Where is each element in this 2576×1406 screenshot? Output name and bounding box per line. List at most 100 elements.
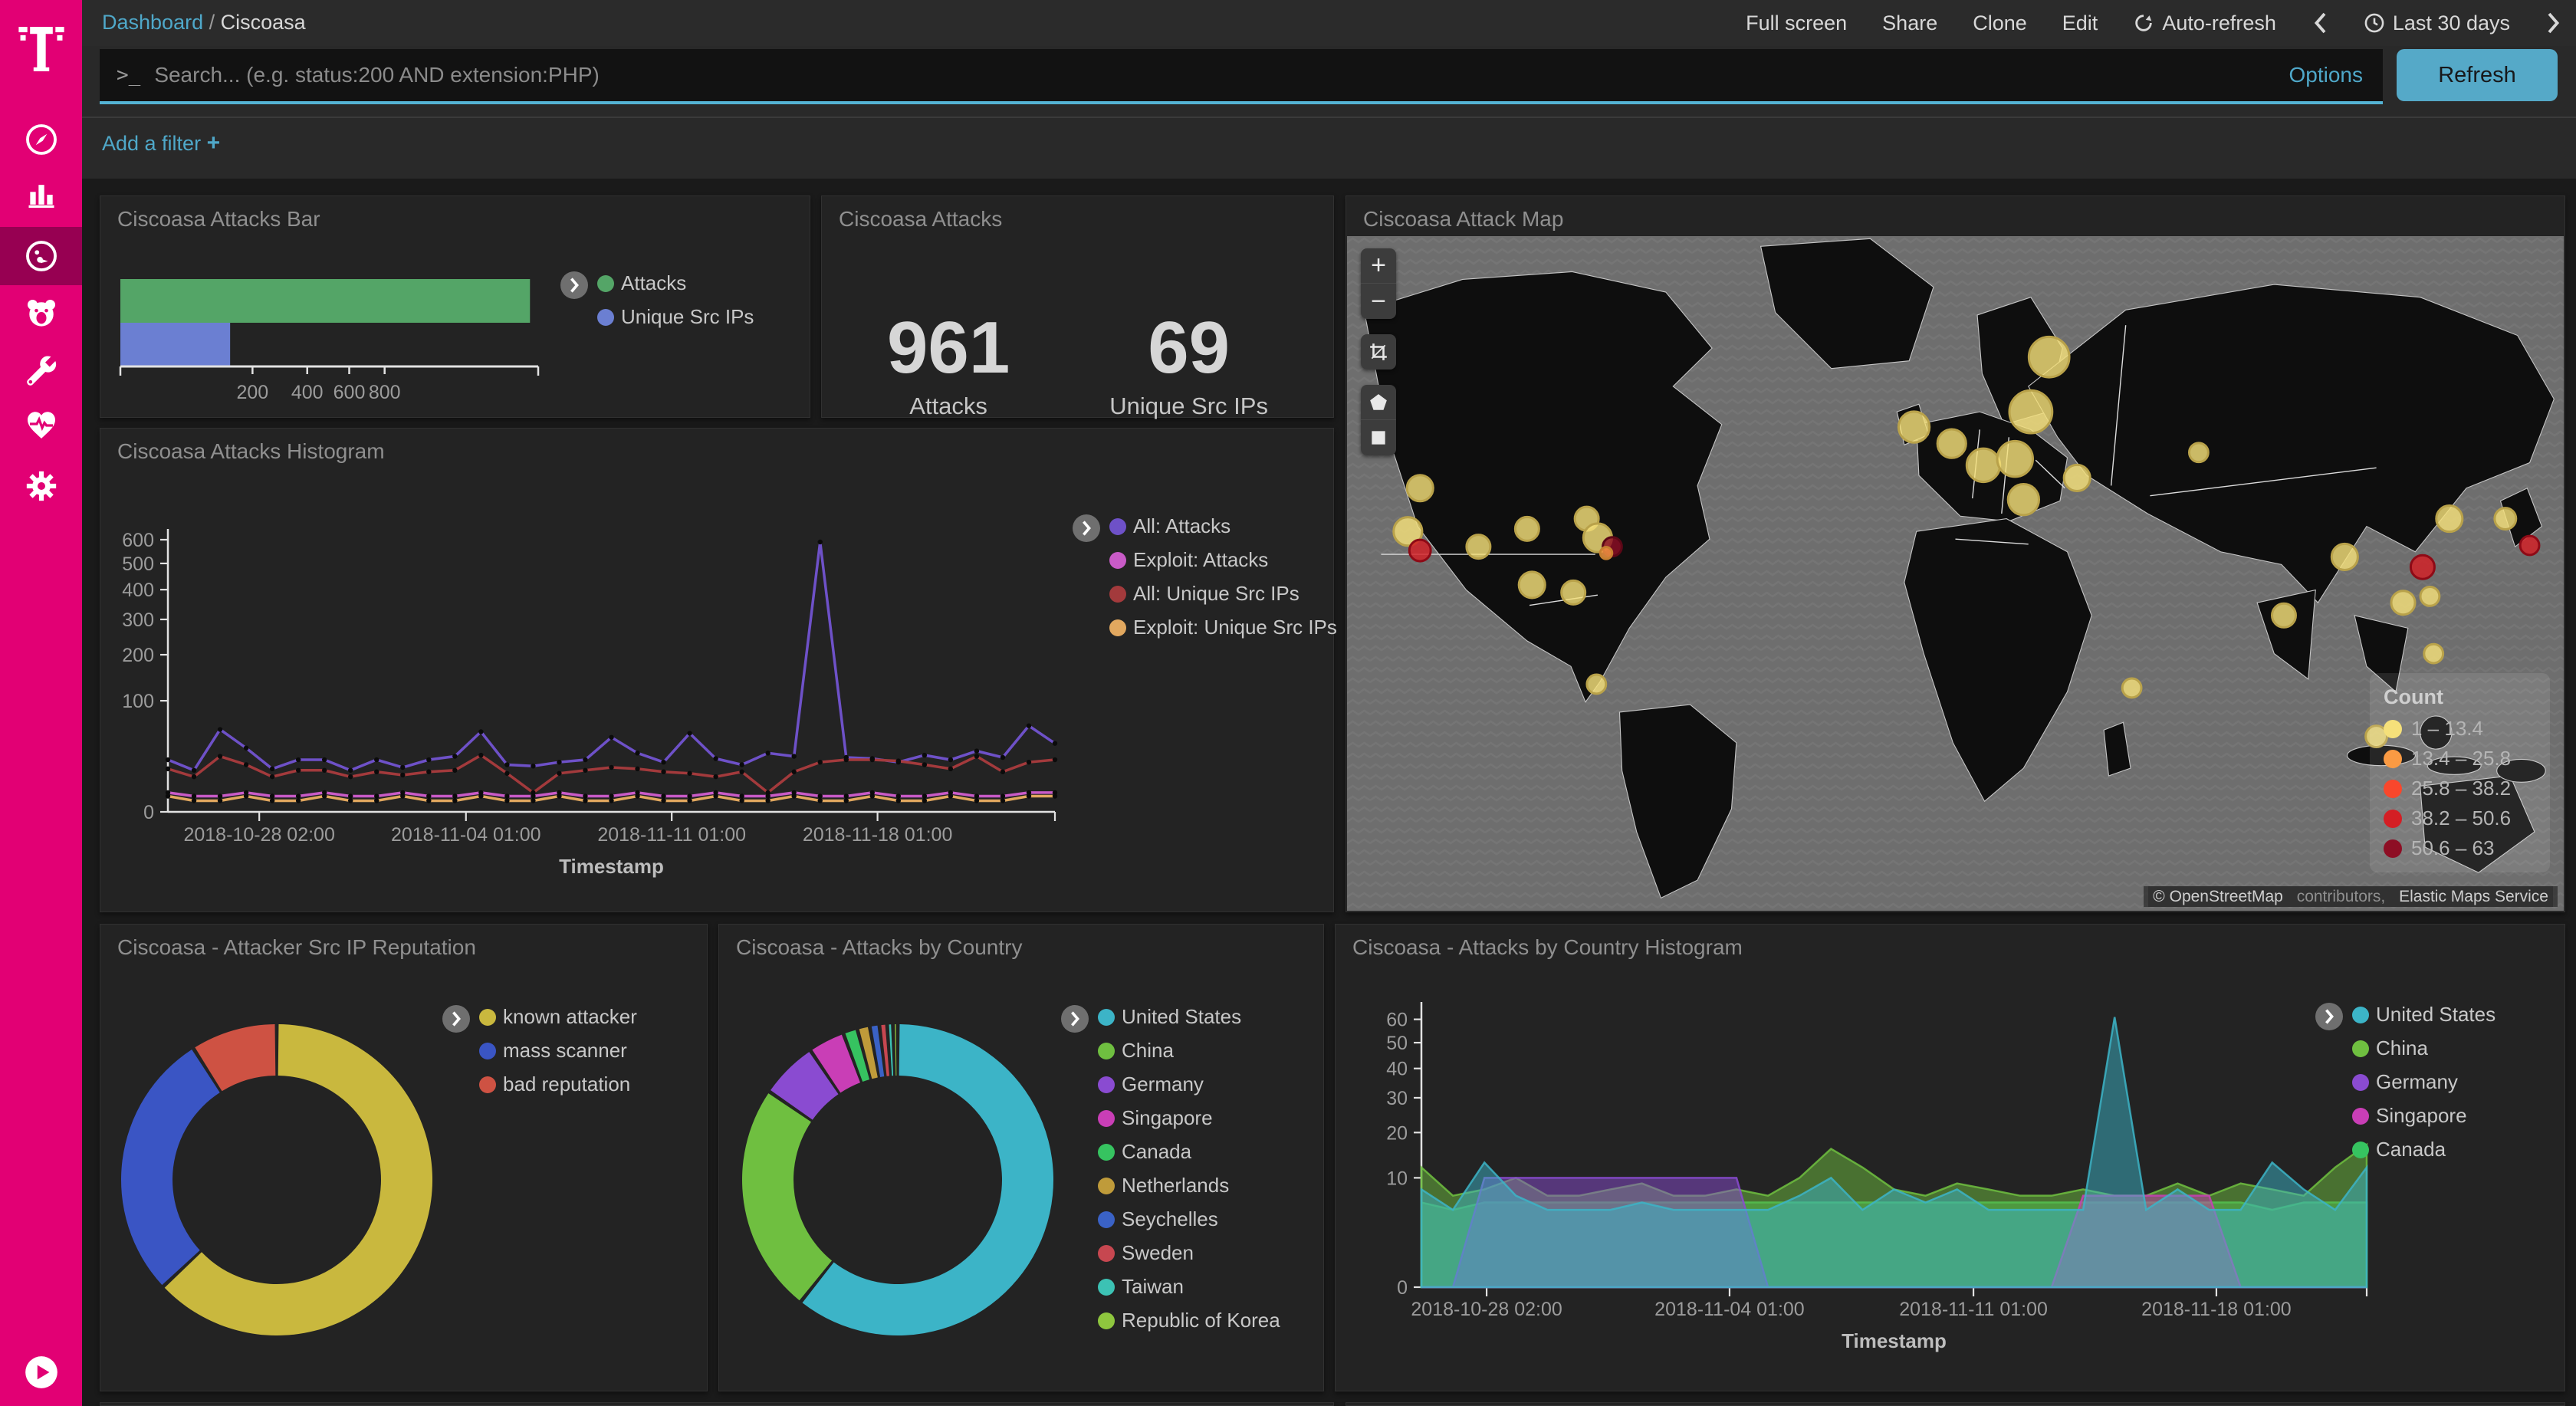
legend-item[interactable]: Seychelles [1098, 1207, 1280, 1231]
country-histogram-chart[interactable]: 0 10 20 30 40 50 60 2018-10-28 02:00 2018-11-04 … [1336, 925, 2564, 1391]
svg-text:50: 50 [1386, 1033, 1408, 1054]
map-zoom-in-button[interactable]: + [1361, 248, 1396, 284]
legend-item[interactable]: China [1098, 1039, 1280, 1063]
bucket-range-label: 25.8 – 38.2 [2411, 777, 2512, 800]
legend-toggle-icon[interactable] [442, 1005, 470, 1033]
attacks-bar-legend: Attacks Unique Src IPs [560, 271, 754, 329]
search-input[interactable] [154, 63, 2289, 87]
legend-item[interactable]: known attacker [479, 1005, 637, 1029]
legend-item[interactable]: Canada [2352, 1138, 2496, 1161]
metric-attacks: 961 Attacks [887, 311, 1010, 420]
query-options-link[interactable]: Options [2288, 63, 2364, 87]
reputation-legend: known attacker mass scanner bad reputation [442, 1005, 637, 1096]
legend-label: Germany [2376, 1070, 2458, 1093]
clone-button[interactable]: Clone [1973, 11, 2027, 34]
full-screen-button[interactable]: Full screen [1746, 11, 1848, 34]
legend-item[interactable]: Germany [1098, 1073, 1280, 1096]
heartbeat-icon [27, 412, 55, 439]
legend-item[interactable]: Singapore [1098, 1106, 1280, 1130]
legend-item[interactable]: All: Attacks [1109, 514, 1337, 538]
map-draw-rectangle-button[interactable] [1361, 420, 1396, 455]
attack-map[interactable]: + − [1347, 236, 2564, 911]
legend-item[interactable]: Exploit: Unique Src IPs [1109, 616, 1337, 639]
svg-text:2018-11-04 01:00: 2018-11-04 01:00 [1654, 1299, 1805, 1320]
legend-label: United States [1122, 1005, 1242, 1028]
legend-item[interactable]: bad reputation [479, 1073, 637, 1096]
legend-item[interactable]: Netherlands [1098, 1174, 1280, 1197]
legend-item[interactable]: Canada [1098, 1140, 1280, 1164]
refresh-button[interactable]: Refresh [2397, 49, 2558, 101]
breadcrumb-dashboard-link[interactable]: Dashboard [102, 11, 204, 34]
legend-item[interactable]: Exploit: Attacks [1109, 548, 1337, 572]
legend-item[interactable]: Republic of Korea [1098, 1309, 1280, 1332]
legend-label: Canada [2376, 1138, 2446, 1161]
add-filter-link[interactable]: Add a filter + [102, 130, 221, 156]
sidebar-item-bear[interactable] [0, 285, 82, 340]
sidebar-item-management[interactable] [0, 458, 82, 514]
legend-label: Attacks [621, 271, 687, 294]
bucket-color-dot [2384, 719, 2402, 738]
legend-item[interactable]: United States [1098, 1005, 1280, 1029]
panel-src-ip-reputation: Ciscoasa - Attacker Src IP Reputation kn… [100, 924, 708, 1391]
legend-label: Germany [1122, 1073, 1204, 1096]
bucket-range-label: 13.4 – 25.8 [2411, 747, 2512, 770]
map-zoom-out-button[interactable]: − [1361, 284, 1396, 319]
map-attribution: © OpenStreetMap contributors, Elastic Ma… [2144, 886, 2558, 907]
svg-text:600: 600 [122, 530, 154, 551]
legend-item[interactable]: mass scanner [479, 1039, 637, 1063]
svg-text:0: 0 [143, 802, 154, 823]
legend-item[interactable]: Singapore [2352, 1104, 2496, 1128]
bucket-color-dot [2384, 809, 2402, 828]
chevron-left-icon [2314, 12, 2326, 34]
legend-toggle-icon[interactable] [2315, 1003, 2343, 1030]
legend-label: China [1122, 1039, 1174, 1062]
sidebar-collapse-button[interactable] [0, 1348, 82, 1397]
country-donut-chart[interactable]: United States China Germany Singapore Canada… [719, 925, 1323, 1391]
metric-unique-src-ips: 69 Unique Src IPs [1109, 311, 1268, 420]
legend-label: Seychelles [1122, 1207, 1218, 1230]
legend-color-dot [2352, 1107, 2369, 1125]
time-back-button[interactable] [2312, 11, 2328, 34]
sidebar-item-monitoring[interactable] [0, 397, 82, 452]
play-circle-icon [25, 1356, 58, 1388]
legend-color-dot [597, 274, 614, 292]
sidebar-item-visualize[interactable] [0, 167, 82, 222]
legend-item[interactable]: China [2352, 1036, 2496, 1060]
legend-toggle-icon[interactable] [560, 271, 588, 299]
time-range-picker[interactable]: Last 30 days [2364, 11, 2510, 35]
panel-attacks-by-country: Ciscoasa - Attacks by Country United Sta… [718, 924, 1324, 1391]
elastic-maps-service[interactable]: Elastic Maps Service [2394, 886, 2553, 907]
attacks-bar-chart[interactable]: 200 400 600 800 Attacks Unique Src IPs [100, 196, 810, 417]
legend-color-dot [1098, 1042, 1115, 1059]
legend-color-dot [1098, 1177, 1115, 1194]
legend-item[interactable]: Unique Src IPs [597, 305, 754, 329]
panel-title: Ciscoasa - Attacker Src IP Reputation [117, 935, 476, 959]
map-fit-bounds-button[interactable] [1361, 334, 1396, 370]
country-histogram-legend: United States China Germany Singapore Canada [2315, 1003, 2496, 1161]
sidebar-item-dashboard[interactable] [0, 227, 82, 285]
osm-copyright[interactable]: © OpenStreetMap [2148, 886, 2288, 907]
legend-toggle-icon[interactable] [1061, 1005, 1089, 1033]
reputation-donut-chart[interactable]: known attacker mass scanner bad reputation [100, 925, 707, 1391]
svg-text:2018-11-11 01:00: 2018-11-11 01:00 [1899, 1299, 2048, 1320]
tmobile-logo[interactable] [0, 11, 82, 84]
legend-toggle-icon[interactable] [1073, 514, 1100, 542]
sidebar-item-discover[interactable] [0, 112, 82, 167]
legend-item[interactable]: Sweden [1098, 1241, 1280, 1265]
legend-item[interactable]: Attacks [597, 271, 754, 295]
legend-color-dot [1098, 1143, 1115, 1161]
sidebar-item-dev-tools[interactable] [0, 343, 82, 399]
attacks-histogram-chart[interactable]: 0 100 200 300 400 500 600 2018-10-28 02:00 2018-… [100, 429, 1337, 912]
legend-item[interactable]: Taiwan [1098, 1275, 1280, 1299]
time-forward-button[interactable] [2545, 11, 2562, 34]
map-draw-polygon-button[interactable] [1361, 385, 1396, 420]
legend-item[interactable]: Germany [2352, 1070, 2496, 1094]
legend-item[interactable]: All: Unique Src IPs [1109, 582, 1337, 606]
edit-button[interactable]: Edit [2062, 11, 2098, 34]
legend-label: Singapore [1122, 1106, 1213, 1129]
legend-item[interactable]: United States [2352, 1003, 2496, 1027]
bucket-color-dot [2384, 749, 2402, 768]
auto-refresh-button[interactable]: Auto-refresh [2133, 11, 2276, 35]
share-button[interactable]: Share [1882, 11, 1938, 34]
bar-chart-icon [28, 185, 54, 209]
